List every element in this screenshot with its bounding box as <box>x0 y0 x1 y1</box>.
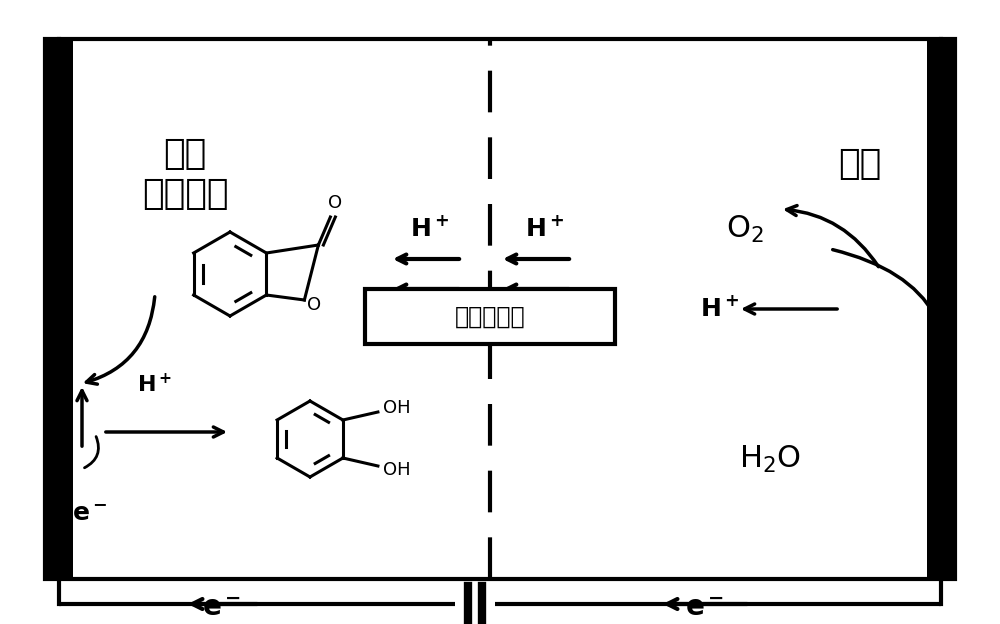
FancyArrowPatch shape <box>86 297 155 384</box>
Text: $\mathbf{e^-}$: $\mathbf{e^-}$ <box>72 502 108 526</box>
FancyArrowPatch shape <box>84 437 98 468</box>
Bar <box>365 289 615 344</box>
FancyArrowPatch shape <box>77 391 87 446</box>
Text: $\mathbf{H^+}$: $\mathbf{H^+}$ <box>700 296 740 321</box>
Text: $\mathbf{e^-}$: $\mathbf{e^-}$ <box>202 594 242 622</box>
Text: $\mathbf{e^-}$: $\mathbf{e^-}$ <box>685 594 725 622</box>
Text: $\mathbf{H^+}$: $\mathbf{H^+}$ <box>410 217 450 241</box>
Text: 含钓材料: 含钓材料 <box>142 177 228 211</box>
Text: OH: OH <box>383 461 411 479</box>
Text: $\mathrm{H_2O}$: $\mathrm{H_2O}$ <box>739 444 801 474</box>
Bar <box>927 39 955 579</box>
Text: $\mathbf{H^+}$: $\mathbf{H^+}$ <box>525 217 565 241</box>
FancyArrowPatch shape <box>787 205 878 266</box>
Bar <box>45 39 73 579</box>
Text: O: O <box>328 194 342 212</box>
Text: 阳极: 阳极 <box>838 147 882 181</box>
Text: $\mathrm{O_2}$: $\mathrm{O_2}$ <box>726 213 764 245</box>
Text: 阴极: 阴极 <box>163 137 207 171</box>
Text: 质子交换膜: 质子交换膜 <box>455 305 525 328</box>
Text: OH: OH <box>383 399 411 417</box>
FancyArrowPatch shape <box>106 427 223 437</box>
Text: $\mathbf{H^+}$: $\mathbf{H^+}$ <box>137 373 173 396</box>
FancyArrowPatch shape <box>833 250 948 436</box>
Text: O: O <box>307 296 321 314</box>
Bar <box>45 39 955 579</box>
